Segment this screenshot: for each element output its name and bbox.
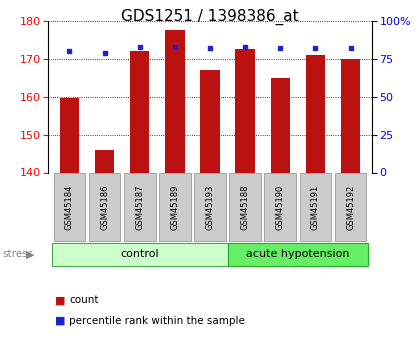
Text: GSM45189: GSM45189 [171, 184, 179, 230]
Text: GSM45188: GSM45188 [241, 184, 249, 230]
Bar [130, 51, 150, 172]
Text: GSM45192: GSM45192 [346, 184, 355, 230]
Text: ▶: ▶ [26, 249, 35, 259]
Bar [341, 59, 360, 172]
Bar [200, 70, 220, 172]
Bar [335, 173, 366, 241]
Bar [299, 173, 331, 241]
Bar [60, 99, 79, 172]
Bar [265, 173, 296, 241]
Bar [306, 55, 325, 172]
Bar [236, 49, 255, 172]
Bar [270, 78, 290, 172]
Text: stress: stress [2, 249, 33, 259]
Bar [89, 173, 121, 241]
Text: GSM45191: GSM45191 [311, 184, 320, 230]
Bar [95, 150, 114, 172]
Text: GDS1251 / 1398386_at: GDS1251 / 1398386_at [121, 9, 299, 25]
Bar [124, 173, 155, 241]
Text: control: control [121, 249, 159, 259]
Text: GSM45186: GSM45186 [100, 184, 109, 230]
Bar [194, 173, 226, 241]
Bar [52, 243, 228, 266]
Text: count: count [69, 295, 99, 305]
Text: acute hypotension: acute hypotension [246, 249, 349, 259]
Text: GSM45193: GSM45193 [205, 184, 215, 230]
Bar [228, 243, 368, 266]
Text: GSM45190: GSM45190 [276, 184, 285, 230]
Bar [165, 30, 184, 172]
Text: ■: ■ [55, 295, 65, 305]
Text: percentile rank within the sample: percentile rank within the sample [69, 316, 245, 326]
Bar [229, 173, 261, 241]
Text: GSM45184: GSM45184 [65, 184, 74, 230]
Text: ■: ■ [55, 316, 65, 326]
Bar [159, 173, 191, 241]
Bar [54, 173, 85, 241]
Text: GSM45187: GSM45187 [135, 184, 144, 230]
